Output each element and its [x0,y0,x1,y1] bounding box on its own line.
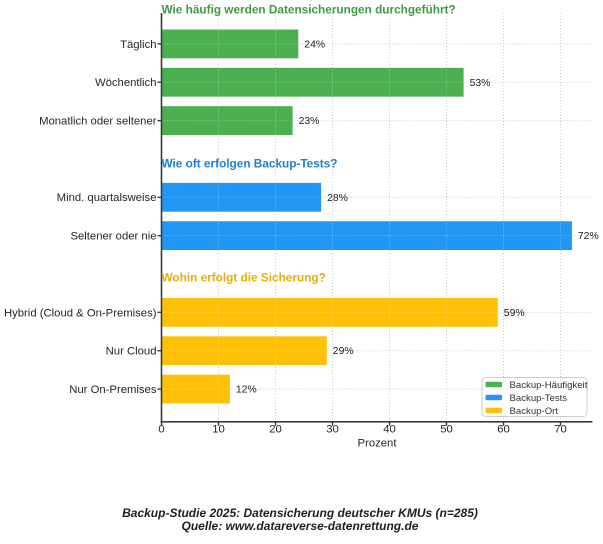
svg-text:23%: 23% [299,116,320,127]
svg-text:Backup-Studie 2025: Datensiche: Backup-Studie 2025: Datensicherung deuts… [122,506,478,520]
svg-text:72%: 72% [578,231,599,242]
svg-text:53%: 53% [470,78,491,89]
svg-text:Prozent: Prozent [358,438,398,450]
svg-text:Backup-Tests: Backup-Tests [510,393,568,404]
svg-text:60: 60 [497,424,510,436]
svg-text:Wie oft erfolgen Backup-Tests?: Wie oft erfolgen Backup-Tests? [162,156,338,170]
svg-text:10: 10 [212,424,225,436]
svg-text:20: 20 [269,424,282,436]
svg-text:Quelle: www.datareverse-datenr: Quelle: www.datareverse-datenrettung.de [182,519,419,533]
svg-text:24%: 24% [304,39,325,50]
svg-text:Monatlich oder seltener: Monatlich oder seltener [39,116,157,128]
svg-text:Täglich: Täglich [120,39,156,51]
svg-text:59%: 59% [504,308,525,319]
svg-text:Backup-Ort: Backup-Ort [510,406,559,417]
svg-text:40: 40 [383,424,396,436]
svg-text:Wöchentlich: Wöchentlich [95,77,157,89]
svg-text:50: 50 [440,424,453,436]
svg-text:Mind. quartalsweise: Mind. quartalsweise [57,192,157,204]
svg-text:Seltener oder nie: Seltener oder nie [70,231,156,243]
svg-text:28%: 28% [327,193,348,204]
svg-text:12%: 12% [236,385,257,396]
svg-text:70: 70 [554,424,567,436]
svg-text:Nur Cloud: Nur Cloud [106,346,157,358]
svg-text:0: 0 [158,424,164,436]
svg-text:30: 30 [326,424,339,436]
svg-text:Backup-Häufigkeit: Backup-Häufigkeit [510,380,588,391]
svg-text:Hybrid (Cloud & On-Premises): Hybrid (Cloud & On-Premises) [4,307,157,319]
svg-text:Nur On-Premises: Nur On-Premises [69,384,157,396]
svg-text:Wie häufig werden Datensicheru: Wie häufig werden Datensicherungen durch… [162,2,456,16]
svg-text:Wohin erfolgt die Sicherung?: Wohin erfolgt die Sicherung? [162,270,326,284]
svg-text:29%: 29% [333,346,354,357]
